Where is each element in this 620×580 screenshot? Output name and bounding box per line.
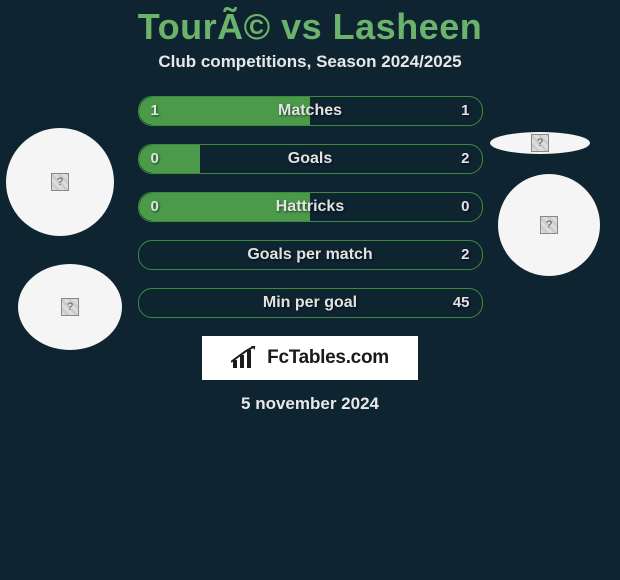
stat-label: Goals per match (139, 241, 482, 269)
player-avatar: ? (490, 132, 590, 154)
broken-image-icon: ? (540, 216, 558, 234)
brand-badge: FcTables.com (202, 336, 418, 380)
stat-label: Hattricks (139, 193, 482, 221)
stat-label: Goals (139, 145, 482, 173)
broken-image-icon: ? (61, 298, 79, 316)
stat-label: Min per goal (139, 289, 482, 317)
stat-label: Matches (139, 97, 482, 125)
stat-row: 11Matches (138, 96, 483, 126)
stat-row: 00Hattricks (138, 192, 483, 222)
stat-row: 2Goals per match (138, 240, 483, 270)
player-avatar: ? (6, 128, 114, 236)
generated-date: 5 november 2024 (0, 394, 620, 414)
broken-image-icon: ? (531, 134, 549, 152)
stats-container: 11Matches 02Goals 00Hattricks 2Goals per ma… (138, 96, 483, 318)
page-subtitle: Club competitions, Season 2024/2025 (0, 52, 620, 72)
brand-chart-icon (231, 346, 261, 370)
broken-image-icon: ? (51, 173, 69, 191)
page-title: TourÃ© vs Lasheen (0, 6, 620, 48)
player-avatar: ? (498, 174, 600, 276)
player-avatar: ? (18, 264, 122, 350)
stat-row: 02Goals (138, 144, 483, 174)
brand-text: FcTables.com (267, 347, 389, 369)
stat-row: 45Min per goal (138, 288, 483, 318)
